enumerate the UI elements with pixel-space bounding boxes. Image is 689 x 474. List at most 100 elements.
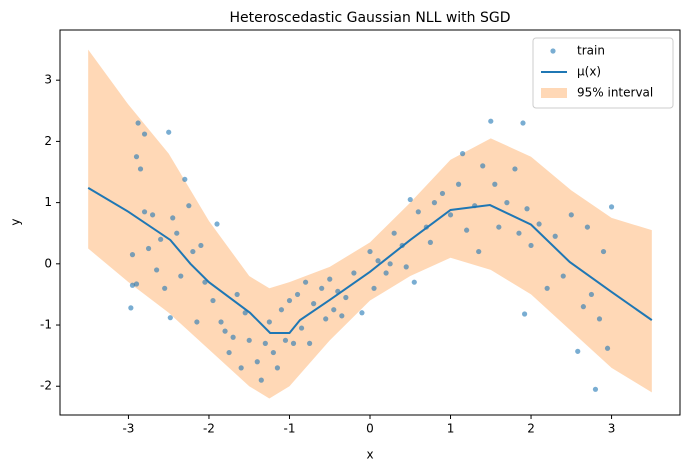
train-point [182, 176, 188, 182]
train-point [528, 242, 534, 249]
train-point [167, 315, 173, 321]
train-point [580, 304, 586, 310]
y-tick-label: 0 [44, 256, 52, 270]
chart-title: Heteroscedastic Gaussian NLL with SGD [229, 10, 510, 26]
train-point [178, 273, 184, 279]
train-point [258, 377, 264, 383]
mean-line [87, 187, 653, 334]
train-point [415, 209, 421, 215]
train-point [544, 285, 550, 291]
train-point [608, 204, 615, 210]
train-point [133, 154, 140, 160]
train-point [302, 279, 309, 285]
train-point [194, 319, 200, 325]
train-point [604, 345, 611, 351]
train-point [488, 118, 494, 124]
train-point [307, 340, 313, 346]
train-point [170, 215, 176, 221]
train-point [129, 282, 136, 288]
train-point [492, 181, 498, 187]
train-point [371, 285, 377, 291]
train-point [536, 221, 542, 227]
train-point [141, 131, 148, 137]
train-point [230, 334, 236, 340]
train-point [290, 340, 297, 346]
train-point [129, 252, 136, 258]
y-tick-label: -1 [40, 318, 52, 332]
train-point [592, 386, 599, 392]
y-tick-label: 3 [44, 73, 52, 87]
y-tick-label: 1 [44, 195, 52, 209]
train-point [135, 120, 141, 126]
train-point [274, 365, 281, 371]
train-point [447, 212, 454, 218]
train-point [128, 305, 134, 311]
train-point [516, 230, 522, 236]
train-point [588, 291, 595, 298]
train-point [343, 294, 349, 301]
train-point [584, 224, 591, 230]
train-point [270, 349, 276, 356]
train-point [286, 297, 293, 304]
y-tick-label: -2 [40, 379, 52, 393]
train-point [431, 200, 438, 206]
train-point [158, 236, 164, 242]
train-point [407, 196, 413, 203]
train-point [331, 307, 337, 313]
train-point [254, 359, 260, 365]
train-point [524, 206, 530, 212]
train-point [375, 258, 381, 264]
train-point [190, 248, 196, 255]
train-point [198, 242, 204, 249]
train-point [311, 301, 317, 307]
x-tick-label: -3 [122, 422, 134, 436]
legend-box [532, 37, 674, 109]
train-point [403, 264, 409, 270]
train-point [154, 267, 160, 273]
x-tick-label: -2 [203, 422, 215, 436]
x-tick-label: 0 [366, 422, 374, 436]
train-point [387, 261, 393, 267]
train-point [186, 203, 192, 209]
train-point [145, 245, 152, 252]
train-point [480, 163, 486, 169]
train-point [234, 291, 240, 298]
train-point [266, 319, 272, 325]
train-point [391, 230, 397, 236]
train-point [282, 337, 289, 343]
train-point [600, 248, 607, 255]
train-point [174, 230, 180, 236]
train-point [351, 270, 357, 276]
legend: train μ(x) 95% interval [532, 37, 674, 109]
train-point [560, 273, 566, 279]
x-tick-label: -1 [283, 422, 295, 436]
train-point [383, 270, 389, 276]
train-point [339, 313, 345, 319]
legend-label: train [577, 44, 605, 58]
y-axis-label: y [9, 218, 23, 225]
train-point [133, 281, 140, 287]
train-point [521, 311, 528, 317]
train-point [476, 248, 482, 255]
legend-marker [550, 48, 556, 54]
train-point [262, 340, 268, 346]
legend-marker [541, 88, 567, 98]
train-point [218, 319, 224, 325]
train-point [568, 212, 574, 218]
train-point [552, 233, 558, 239]
train-point [242, 310, 248, 316]
x-tick-label: 1 [447, 422, 455, 436]
train-point [294, 291, 301, 298]
train-point [327, 276, 333, 282]
train-point [166, 129, 172, 135]
train-point [575, 348, 581, 354]
legend-label: 95% interval [577, 86, 653, 100]
train-point [222, 328, 228, 334]
train-point [149, 212, 156, 218]
x-tick-label: 2 [527, 422, 535, 436]
train-point [238, 365, 244, 371]
train-point [226, 349, 232, 356]
train-point [319, 285, 325, 291]
train-point [455, 181, 462, 187]
